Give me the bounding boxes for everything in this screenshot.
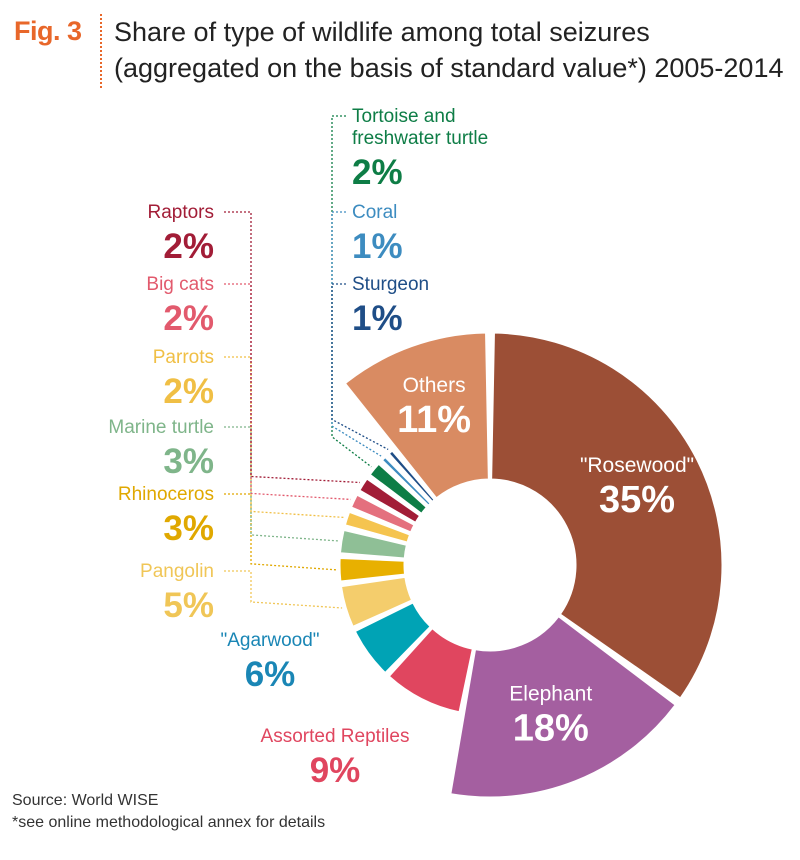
slice-callout: Marine turtle 3% [108, 417, 338, 542]
callout-label: Tortoise and [352, 106, 456, 127]
slice-callout: Sturgeon 1% [331, 274, 429, 451]
slice-callout: Big cats 2% [146, 274, 351, 501]
slice-assorted-reptiles [388, 628, 473, 713]
figure-number: Fig. 3 [14, 16, 82, 46]
slice-value: 18% [513, 707, 589, 749]
slice-others [344, 332, 489, 499]
callout-value: 6% [245, 655, 296, 694]
slice-callout: Parrots 2% [153, 347, 344, 519]
slice-label-group: "Rosewood"35% [580, 454, 694, 521]
leader-line [224, 426, 338, 542]
callout-label: Marine turtle [108, 417, 214, 438]
callout-value: 3% [163, 442, 214, 481]
title-divider [100, 14, 102, 88]
chart-title: Share of type of wildlife among total se… [114, 17, 784, 83]
slice-value: 35% [599, 479, 675, 521]
slice-rosewood [491, 332, 723, 699]
slice-value: 11% [397, 399, 471, 441]
callout-label: Raptors [147, 202, 214, 223]
leader-line [331, 283, 389, 451]
callout-value: 5% [163, 586, 214, 625]
callout-label: Coral [352, 202, 397, 223]
callout-label: Parrots [153, 347, 214, 368]
callout-value: 2% [163, 372, 214, 411]
callout-label: freshwater turtle [352, 128, 488, 149]
slice-agarwood [354, 602, 431, 674]
slice-label: Elephant [509, 682, 592, 705]
footer: Source: World WISE *see online methodolo… [12, 790, 325, 834]
leader-line [224, 283, 351, 501]
slice-sturgeon [388, 450, 435, 502]
slice-coral [381, 456, 431, 506]
callout-value: 2% [352, 153, 403, 192]
slice-elephant [450, 616, 676, 798]
slice-callout: Raptors 2% [147, 202, 361, 484]
callout-label: Assorted Reptiles [261, 726, 410, 747]
callout-value: 1% [352, 299, 403, 338]
leader-line [224, 570, 343, 609]
callout-label: "Agarwood" [220, 630, 319, 651]
callout-label: Rhinoceros [118, 484, 214, 505]
callout-value: 1% [352, 227, 403, 266]
slice-raptors [359, 478, 421, 523]
slice-rhinoceros [339, 557, 406, 582]
callout-label: Big cats [146, 274, 214, 295]
slice-callout: "Agarwood" 6% [220, 630, 319, 694]
slice-label: "Rosewood" [580, 454, 694, 477]
leader-line [224, 493, 337, 571]
slice-big-cats [350, 494, 415, 533]
slice-callout: Pangolin 5% [140, 561, 343, 625]
callout-label: Pangolin [140, 561, 214, 582]
leader-line [224, 356, 344, 519]
callout-label: Sturgeon [352, 274, 429, 295]
callout-value: 9% [310, 751, 361, 790]
leader-line [224, 211, 361, 484]
callout-value: 2% [163, 299, 214, 338]
slice-tortoise-and-freshwater-turtle [369, 463, 427, 514]
slice-label: Others [403, 374, 466, 397]
callout-value: 2% [163, 227, 214, 266]
slice-pangolin [341, 576, 413, 627]
callout-value: 3% [163, 509, 214, 548]
slice-parrots [344, 511, 411, 543]
slice-marine-turtle [339, 529, 407, 559]
slice-callout: Assorted Reptiles 9% [261, 726, 410, 790]
methodology-note: *see online methodological annex for det… [12, 814, 326, 831]
source-text: Source: World WISE [12, 792, 159, 809]
